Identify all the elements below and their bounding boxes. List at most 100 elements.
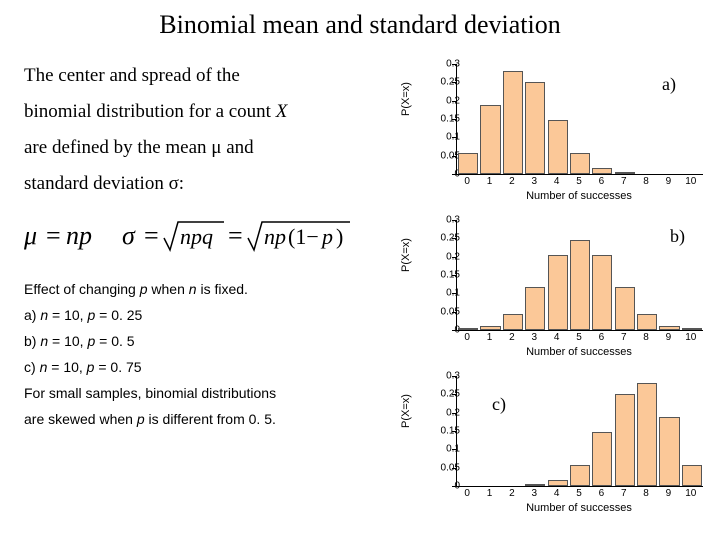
- chart-bar: [659, 417, 679, 486]
- chart-bar: [570, 153, 590, 174]
- chart-bar: [548, 255, 568, 330]
- x-tick-label: 6: [595, 176, 607, 187]
- svg-text:p: p: [320, 224, 333, 249]
- x-tick-label: 0: [461, 488, 473, 499]
- x-tick-label: 7: [618, 488, 630, 499]
- y-axis-label: P(X=x): [400, 238, 412, 272]
- x-tick-label: 7: [618, 176, 630, 187]
- x-tick-label: 8: [640, 332, 652, 343]
- chart-bar: [592, 255, 612, 330]
- x-tick-label: 3: [528, 488, 540, 499]
- chart-tag-b: b): [670, 226, 685, 247]
- charts-column: P(X=x)00.050.10.150.20.250.3012345678910…: [402, 58, 712, 526]
- svg-text:npq: npq: [180, 224, 213, 249]
- page-title: Binomial mean and standard deviation: [0, 0, 720, 48]
- x-tick-label: 4: [551, 332, 563, 343]
- effect-heading: Effect of changing p when n is fixed.: [24, 281, 394, 297]
- x-tick-label: 9: [662, 176, 674, 187]
- effect-c: c) n = 10, p = 0. 75: [24, 359, 394, 375]
- x-tick-label: 7: [618, 332, 630, 343]
- chart-bar: [637, 314, 657, 330]
- plot-area: [456, 220, 703, 331]
- x-tick-label: 10: [685, 176, 697, 187]
- formula-block: μ = np σ = npq = np (1− p ): [24, 210, 394, 269]
- svg-text:μ: μ: [24, 221, 37, 250]
- chart-tag-a: a): [662, 74, 676, 95]
- svg-text:σ: σ: [122, 221, 136, 250]
- x-tick-label: 5: [573, 488, 585, 499]
- chart-bar: [592, 168, 612, 174]
- x-tick-label: 2: [506, 488, 518, 499]
- chart-bar: [615, 172, 635, 174]
- chart-bar: [637, 383, 657, 486]
- svg-text:np: np: [264, 224, 286, 249]
- body-line-3: are defined by the mean μ and: [24, 130, 394, 166]
- x-axis-label: Number of successes: [456, 346, 702, 358]
- effect-a: a) n = 10, p = 0. 25: [24, 307, 394, 323]
- chart-tag-c: c): [492, 394, 506, 415]
- svg-text:np: np: [66, 221, 92, 250]
- x-tick-label: 10: [685, 332, 697, 343]
- chart-bar: [503, 314, 523, 330]
- effect-note-2: are skewed when p is different from 0. 5…: [24, 411, 394, 427]
- body-line-2: binomial distribution for a count X: [24, 94, 394, 130]
- x-tick-label: 6: [595, 332, 607, 343]
- chart-bar: [570, 465, 590, 486]
- chart-bar: [615, 394, 635, 486]
- chart-a: P(X=x)00.050.10.150.20.250.3012345678910…: [402, 58, 712, 208]
- y-axis-label: P(X=x): [400, 394, 412, 428]
- effect-block: Effect of changing p when n is fixed. a)…: [24, 281, 394, 427]
- effect-b: b) n = 10, p = 0. 5: [24, 333, 394, 349]
- svg-text:=: =: [228, 221, 243, 250]
- x-tick-label: 5: [573, 176, 585, 187]
- x-tick-label: 8: [640, 176, 652, 187]
- chart-bar: [458, 328, 478, 330]
- effect-note-1: For small samples, binomial distribution…: [24, 385, 394, 401]
- chart-bar: [548, 120, 568, 174]
- chart-c: P(X=x)00.050.10.150.20.250.3012345678910…: [402, 370, 712, 520]
- x-tick-label: 2: [506, 332, 518, 343]
- chart-bar: [615, 287, 635, 330]
- body-line-1: The center and spread of the: [24, 58, 394, 94]
- chart-bar: [659, 326, 679, 330]
- x-axis-label: Number of successes: [456, 502, 702, 514]
- chart-bar: [525, 484, 545, 486]
- x-tick-label: 0: [461, 332, 473, 343]
- chart-bar: [682, 328, 702, 330]
- x-tick-label: 3: [528, 332, 540, 343]
- chart-bar: [570, 240, 590, 330]
- svg-text:=: =: [144, 221, 159, 250]
- x-tick-label: 1: [484, 332, 496, 343]
- x-tick-label: 5: [573, 332, 585, 343]
- svg-text:=: =: [46, 221, 61, 250]
- x-tick-label: 10: [685, 488, 697, 499]
- chart-b: P(X=x)00.050.10.150.20.250.3012345678910…: [402, 214, 712, 364]
- x-tick-label: 9: [662, 488, 674, 499]
- svg-text:): ): [336, 224, 343, 249]
- x-tick-label: 1: [484, 176, 496, 187]
- body-line-4: standard deviation σ:: [24, 166, 394, 202]
- x-tick-label: 1: [484, 488, 496, 499]
- x-tick-label: 2: [506, 176, 518, 187]
- left-column: The center and spread of the binomial di…: [24, 58, 394, 437]
- x-tick-label: 4: [551, 176, 563, 187]
- chart-bar: [682, 465, 702, 486]
- chart-bar: [525, 287, 545, 330]
- svg-text:(1−: (1−: [288, 224, 319, 249]
- y-axis-label: P(X=x): [400, 82, 412, 116]
- chart-bar: [480, 326, 500, 330]
- chart-bar: [548, 480, 568, 486]
- x-tick-label: 3: [528, 176, 540, 187]
- x-tick-label: 0: [461, 176, 473, 187]
- x-tick-label: 6: [595, 488, 607, 499]
- x-axis-label: Number of successes: [456, 190, 702, 202]
- chart-bar: [525, 82, 545, 174]
- chart-bar: [458, 153, 478, 174]
- x-tick-label: 4: [551, 488, 563, 499]
- plot-area: [456, 376, 703, 487]
- chart-bar: [503, 71, 523, 174]
- chart-bar: [592, 432, 612, 486]
- chart-bar: [480, 105, 500, 174]
- x-tick-label: 9: [662, 332, 674, 343]
- x-tick-label: 8: [640, 488, 652, 499]
